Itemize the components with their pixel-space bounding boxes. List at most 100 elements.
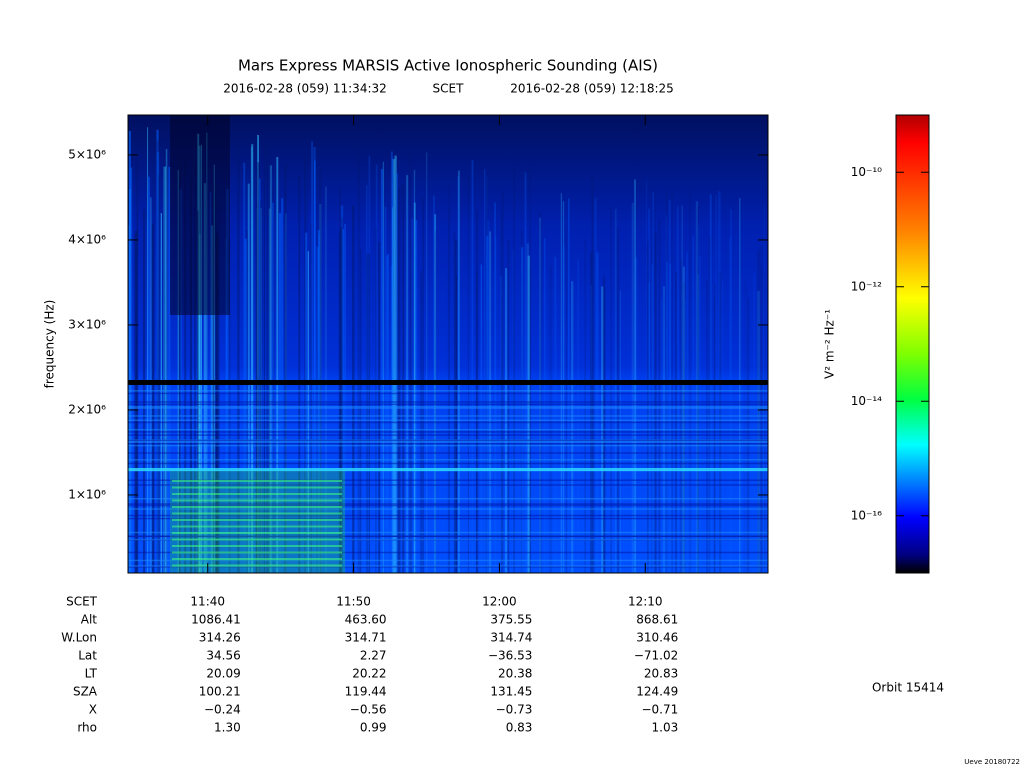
spectrogram-streak (455, 274, 458, 573)
spectrogram-band (128, 503, 768, 505)
spectrogram-streak (156, 140, 159, 574)
spectrogram-streak (596, 252, 599, 573)
y-tick-label: 4×10⁶ (68, 232, 106, 246)
spectrogram-streak (527, 255, 530, 574)
green-echo (172, 493, 342, 495)
spectrogram-streak (255, 203, 258, 573)
spectrogram-streak (660, 299, 663, 573)
spectrogram-streak (631, 202, 634, 573)
ephemeris-value: 1.03 (652, 721, 679, 735)
spectrogram-streak (453, 232, 456, 573)
row-label: X (89, 703, 97, 717)
x-tick-label: 12:00 (482, 595, 517, 609)
spectrogram-streak (400, 185, 402, 573)
spectrogram-streak (281, 198, 284, 574)
spectrogram-band (128, 415, 768, 417)
spectrogram-streak (340, 227, 342, 574)
spectrogram-streak (513, 167, 515, 573)
spectrogram-streak (316, 246, 319, 573)
spectrogram-band (128, 531, 768, 534)
spectrogram-streak (298, 175, 301, 573)
ephemeris-value: −0.71 (641, 703, 678, 717)
x-tick-label: 11:40 (190, 595, 225, 609)
spectrogram-streak (394, 155, 397, 573)
x-tick-label: 12:10 (628, 595, 663, 609)
spectrogram-streak (743, 277, 745, 573)
ephemeris-value: 868.61 (636, 613, 678, 627)
spectrogram-streak (698, 225, 700, 573)
y-tick-label: 1×10⁶ (68, 487, 106, 501)
spectrogram-streak (357, 149, 361, 574)
spectrogram-band (128, 479, 768, 481)
spectrogram-streak (271, 202, 274, 573)
spectrogram-streak (203, 183, 207, 573)
spectrogram-streak (151, 223, 155, 573)
spectrogram-streak (524, 172, 527, 574)
spectrogram-streak (589, 252, 593, 574)
spectrogram-streak (250, 146, 253, 573)
spectrogram-background (128, 115, 768, 573)
spectrogram-band (128, 441, 768, 444)
spectrogram-streak (396, 178, 399, 573)
spectrogram-band (128, 419, 768, 421)
spectrogram-streak (764, 203, 766, 574)
title: Mars Express MARSIS Active Ionospheric S… (238, 57, 658, 75)
ephemeris-value: 20.09 (206, 667, 240, 681)
spectrogram-streak (158, 174, 161, 573)
green-echo (172, 499, 342, 502)
spectrogram-streak (263, 144, 266, 574)
green-echo (172, 538, 342, 541)
spectrogram-streak (213, 164, 215, 574)
spectrogram-streak (269, 165, 272, 573)
spectrogram-streak (344, 223, 346, 573)
spectrogram-streak (495, 237, 497, 574)
spectrogram-streak (150, 197, 152, 573)
spectrogram (128, 115, 768, 574)
orbit: Orbit 15414 (872, 681, 944, 695)
spectrogram-streak (147, 176, 151, 573)
spectrogram-streak (512, 249, 514, 574)
spectrogram-band (128, 462, 768, 465)
spectrogram-streak (366, 253, 369, 573)
green-echo (172, 551, 342, 554)
spectrogram-streak (368, 253, 371, 574)
spectrogram-band (128, 559, 768, 562)
spectrogram-streak (259, 200, 262, 574)
spectrogram-streak (392, 159, 396, 573)
spectrogram-streak (494, 202, 496, 573)
spectrogram-streak (603, 278, 606, 573)
spectrogram-band (128, 566, 768, 568)
spectrogram-band (128, 392, 768, 395)
spectrogram-streak (634, 179, 637, 574)
spectrogram-streak (276, 157, 279, 574)
spectrogram-band (128, 390, 768, 392)
spectrogram-streak (471, 159, 474, 573)
ephemeris-value: −0.24 (204, 703, 241, 717)
spectrogram-streak (163, 166, 166, 573)
spectrogram-streak (247, 183, 250, 573)
spectrogram-streak (156, 151, 160, 573)
spectrogram-streak (739, 198, 741, 573)
spectrogram-streak (238, 154, 240, 573)
spectrogram-streak (426, 152, 428, 573)
spectrogram-streak (165, 149, 168, 574)
ephemeris-value: −0.73 (496, 703, 533, 717)
time-system: SCET (433, 82, 465, 96)
spectrogram-band (128, 565, 768, 567)
y-axis-label: frequency (Hz) (43, 300, 57, 389)
spectrogram-streak (165, 152, 168, 573)
spectrogram-streak (447, 184, 450, 573)
spectrogram-streak (257, 162, 260, 573)
spectrogram-streak (668, 199, 671, 574)
spectrogram-streak (130, 167, 133, 574)
spectrogram-streak (591, 173, 594, 573)
ephemeris-value: 34.56 (206, 649, 240, 663)
ephemeris-value: 314.71 (345, 631, 387, 645)
spectrogram-streak (325, 186, 327, 574)
spectrogram-streak (352, 205, 355, 573)
spectrogram-streak (486, 176, 488, 573)
spectrogram-streak (212, 179, 215, 573)
ephemeris-value: 124.49 (636, 685, 678, 699)
row-label: LT (85, 667, 98, 681)
spectrogram-streak (305, 232, 308, 573)
